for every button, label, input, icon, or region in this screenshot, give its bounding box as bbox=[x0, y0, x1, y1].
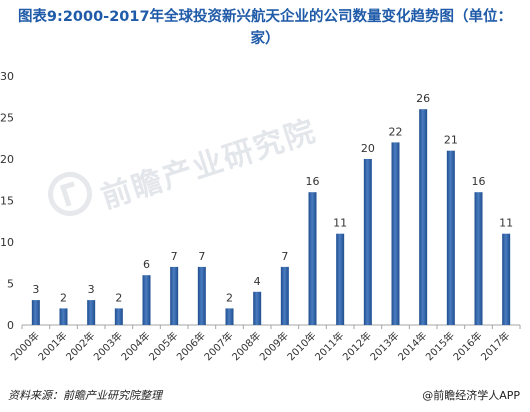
data-label: 4 bbox=[254, 275, 261, 288]
data-label: 3 bbox=[88, 283, 95, 296]
data-label: 26 bbox=[416, 92, 430, 105]
x-tick-label: 2016年 bbox=[450, 329, 484, 363]
x-tick-label: 2017年 bbox=[478, 329, 512, 363]
bar bbox=[446, 150, 455, 325]
bar bbox=[31, 300, 40, 325]
data-label: 7 bbox=[281, 250, 288, 263]
x-tick-label: 2010年 bbox=[284, 329, 318, 363]
data-label: 20 bbox=[361, 142, 375, 155]
bar bbox=[336, 233, 345, 325]
chart-title: 图表9:2000-2017年全球投资新兴航天企业的公司数量变化趋势图（单位：家） bbox=[17, 9, 513, 47]
y-tick-label: 20 bbox=[0, 153, 14, 166]
bar bbox=[197, 266, 206, 325]
bar bbox=[474, 192, 483, 325]
bar bbox=[114, 308, 123, 325]
bar bbox=[59, 308, 68, 325]
bar bbox=[253, 291, 262, 325]
data-label: 2 bbox=[60, 291, 67, 304]
data-label: 7 bbox=[171, 250, 178, 263]
data-label: 7 bbox=[198, 250, 205, 263]
source-note: 资料来源：前瞻产业研究院整理 bbox=[8, 389, 162, 402]
x-tick-label: 2003年 bbox=[91, 329, 125, 363]
data-label: 21 bbox=[444, 134, 458, 147]
x-tick-label: 2002年 bbox=[63, 329, 97, 363]
x-tick-label: 2000年 bbox=[8, 329, 42, 363]
x-tick-label: 2005年 bbox=[146, 329, 180, 363]
x-tick-label: 2009年 bbox=[257, 329, 291, 363]
x-tick-label: 2012年 bbox=[340, 329, 374, 363]
x-tick-label: 2014年 bbox=[395, 329, 429, 363]
bar bbox=[308, 192, 317, 325]
y-tick-label: 25 bbox=[0, 112, 14, 125]
bar bbox=[170, 266, 179, 325]
y-tick-label: 15 bbox=[0, 195, 14, 208]
bar bbox=[280, 266, 289, 325]
x-tick-label: 2006年 bbox=[174, 329, 208, 363]
x-tick-label: 2013年 bbox=[367, 329, 401, 363]
x-tick-label: 2007年 bbox=[201, 329, 235, 363]
y-tick-label: 0 bbox=[7, 319, 14, 332]
data-label: 6 bbox=[143, 258, 150, 271]
data-label: 11 bbox=[499, 217, 513, 230]
y-tick-label: 5 bbox=[7, 278, 14, 291]
y-tick-label: 10 bbox=[0, 236, 14, 249]
data-label: 2 bbox=[115, 291, 122, 304]
brand-credit: @前瞻经济学人APP bbox=[422, 389, 520, 402]
x-tick-label: 2001年 bbox=[35, 329, 69, 363]
data-label: 16 bbox=[306, 175, 320, 188]
bar bbox=[502, 233, 511, 325]
data-label: 2 bbox=[226, 291, 233, 304]
x-tick-label: 2004年 bbox=[118, 329, 152, 363]
bar bbox=[87, 300, 96, 325]
data-label: 16 bbox=[472, 175, 486, 188]
bar bbox=[363, 159, 372, 325]
y-tick-label: 30 bbox=[0, 70, 14, 83]
data-label: 11 bbox=[333, 217, 347, 230]
bar bbox=[225, 308, 234, 325]
bar bbox=[391, 142, 400, 325]
bar bbox=[142, 275, 151, 325]
bar bbox=[419, 109, 428, 325]
data-label: 22 bbox=[389, 125, 403, 138]
data-label: 3 bbox=[32, 283, 39, 296]
x-tick-label: 2011年 bbox=[312, 329, 346, 363]
x-tick-label: 2015年 bbox=[423, 329, 457, 363]
x-tick-label: 2008年 bbox=[229, 329, 263, 363]
